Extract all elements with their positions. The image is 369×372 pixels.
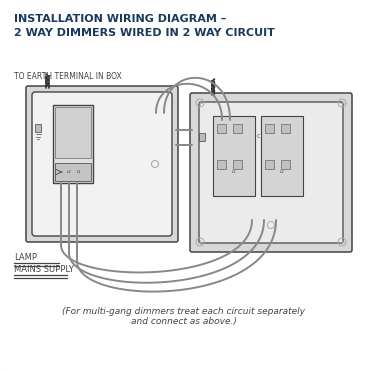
Bar xyxy=(53,105,93,183)
Text: (For multi-gang dimmers treat each circuit separately
and connect as above.): (For multi-gang dimmers treat each circu… xyxy=(62,307,306,326)
Text: C: C xyxy=(256,134,260,138)
Bar xyxy=(233,160,242,169)
Text: TO EARTH TERMINAL IN BOX: TO EARTH TERMINAL IN BOX xyxy=(14,72,122,81)
Bar xyxy=(265,160,274,169)
Text: L1: L1 xyxy=(77,170,82,174)
Text: MAINS SUPPLY: MAINS SUPPLY xyxy=(14,265,74,274)
Bar xyxy=(55,107,91,158)
Text: L1: L1 xyxy=(232,170,237,174)
Text: L2: L2 xyxy=(66,170,72,174)
Bar xyxy=(261,116,303,196)
Text: L2: L2 xyxy=(280,170,284,174)
Bar xyxy=(55,163,91,181)
Bar xyxy=(281,124,290,133)
Bar xyxy=(281,160,290,169)
FancyBboxPatch shape xyxy=(199,102,343,243)
Bar xyxy=(265,124,274,133)
Bar xyxy=(35,124,41,132)
Text: LAMP: LAMP xyxy=(14,253,37,262)
Bar xyxy=(199,133,205,141)
FancyBboxPatch shape xyxy=(190,93,352,252)
Text: INSTALLATION WIRING DIAGRAM –: INSTALLATION WIRING DIAGRAM – xyxy=(14,14,226,24)
Text: 2 WAY DIMMERS WIRED IN 2 WAY CIRCUIT: 2 WAY DIMMERS WIRED IN 2 WAY CIRCUIT xyxy=(14,28,275,38)
Bar xyxy=(213,116,255,196)
Bar xyxy=(217,124,226,133)
Bar xyxy=(233,124,242,133)
Bar xyxy=(217,160,226,169)
FancyBboxPatch shape xyxy=(26,86,178,242)
FancyBboxPatch shape xyxy=(32,92,172,236)
